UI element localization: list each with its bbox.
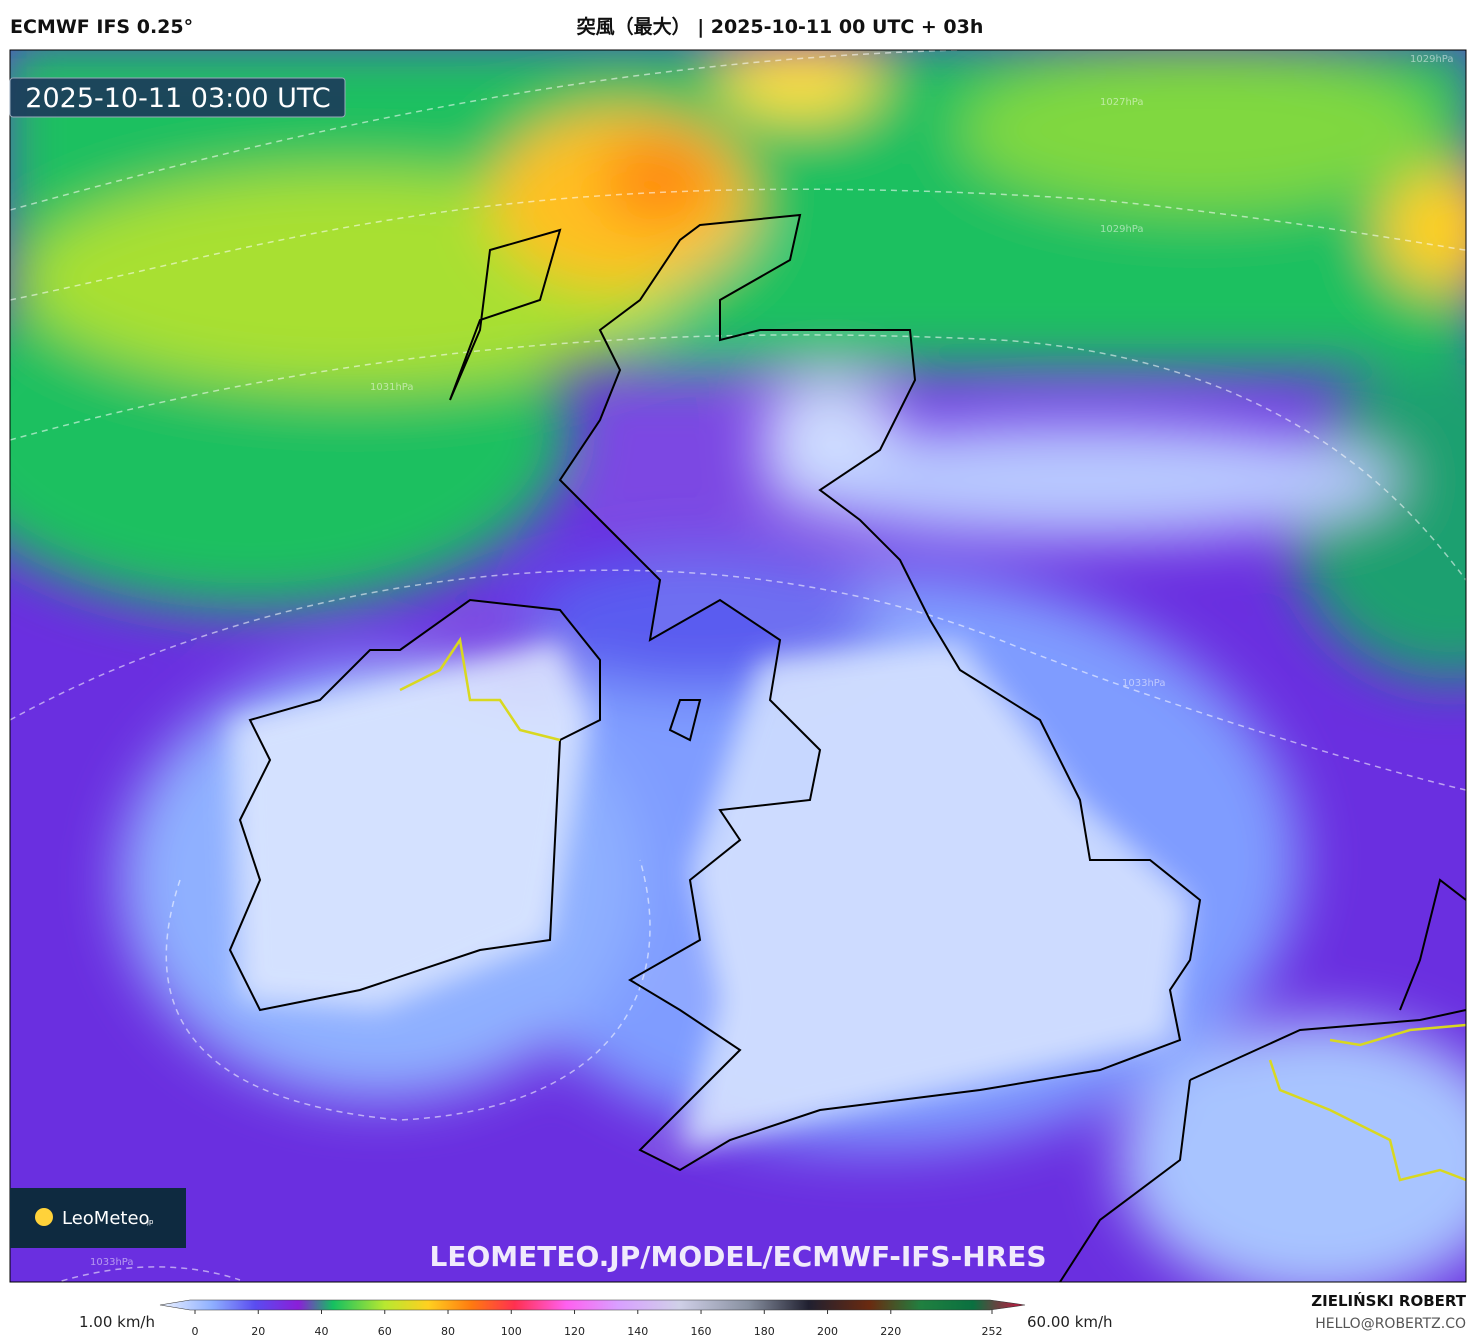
- map-frame: [9, 49, 1467, 1283]
- colorbar-tick-label: 140: [627, 1325, 648, 1338]
- colorbar-tick-label: 80: [441, 1325, 455, 1338]
- source-url: LEOMETEO.JP/MODEL/ECMWF-IFS-HRES: [429, 1240, 1046, 1273]
- colorbar-tick-label: 60: [378, 1325, 392, 1338]
- colorbar-tick-label: 20: [251, 1325, 265, 1338]
- isobar-label: 1033hPa: [1122, 678, 1166, 689]
- isobar-labels: 1029hPa 1027hPa 1029hPa 1031hPa 1033hPa …: [90, 54, 1454, 1268]
- colorbar-tick-label: 180: [754, 1325, 775, 1338]
- colorbar-tick-label: 252: [982, 1325, 1003, 1338]
- logo-suffix: jp: [146, 1218, 154, 1226]
- borders: [399, 636, 1466, 1182]
- land-wind: [230, 640, 1190, 1150]
- colorbar-tick-label: 220: [880, 1325, 901, 1338]
- colorbar-bar: [159, 1299, 1026, 1311]
- colorbar-tick-label: 160: [691, 1325, 712, 1338]
- colorbar-tick-label: 200: [817, 1325, 838, 1338]
- logo-text: LeoMeteo: [62, 1208, 150, 1229]
- colorbar-max-label: 60.00 km/h: [1027, 1313, 1113, 1331]
- isobars: [10, 50, 1466, 1282]
- isobar-label: 1027hPa: [1100, 97, 1144, 108]
- colorbar-tick-label: 100: [501, 1325, 522, 1338]
- model-name: ECMWF IFS 0.25°: [10, 16, 193, 38]
- timestamp: 2025-10-11 03:00 UTC: [25, 83, 330, 114]
- timestamp-box: [9, 77, 346, 118]
- isobar-label: 1029hPa: [1410, 54, 1454, 65]
- colorbar-tick-label: 0: [192, 1325, 199, 1338]
- author-email: HELLO@ROBERTZ.CO: [1315, 1316, 1466, 1332]
- colorbar: 1.00 km/h 60.00 km/h 0 20 40 60 80 100 120 140 1…: [79, 1299, 1113, 1338]
- map-title: 突風（最大） | 2025-10-11 00 UTC + 03h: [577, 15, 984, 38]
- colorbar-tick-label: 40: [315, 1325, 329, 1338]
- map: 1029hPa 1027hPa 1029hPa 1031hPa 1033hPa …: [10, 50, 1466, 1282]
- colorbar-tick-label: 120: [564, 1325, 585, 1338]
- isobar-label: 1029hPa: [1100, 224, 1144, 235]
- isobar-label: 1033hPa: [90, 1257, 134, 1268]
- isobar-label: 1031hPa: [370, 382, 414, 393]
- colorbar-min-label: 1.00 km/h: [79, 1313, 155, 1331]
- coastlines: [228, 213, 1466, 1282]
- logo-sun: [35, 1208, 53, 1226]
- author: ZIELIŃSKI ROBERT: [1311, 1291, 1466, 1310]
